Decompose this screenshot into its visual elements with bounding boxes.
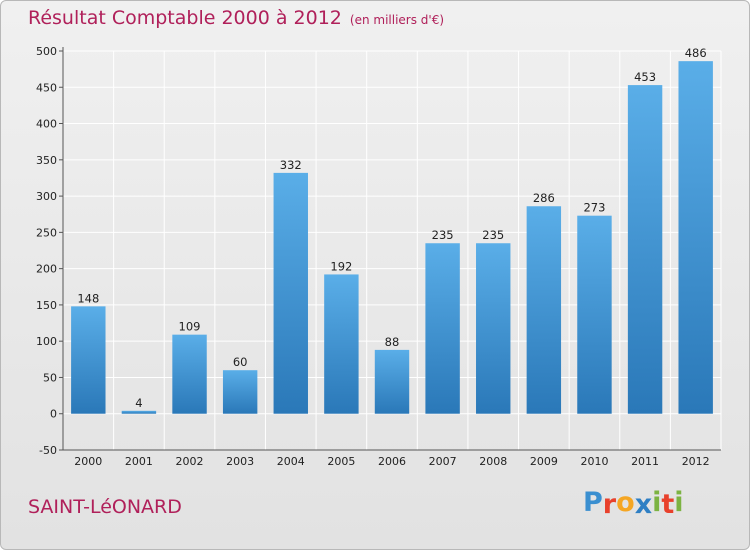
data-labels: 148 4 109 60 332 192 88 235 235 286 273 453 486 [77,46,706,410]
y-tick-label: 0 [50,408,57,421]
value-label-2007: 235 [432,228,454,242]
chart-subtitle: (en milliers d'€) [349,13,445,27]
y-tick-label: 250 [36,226,57,239]
proxiti-logo: Proxiti [583,487,684,520]
value-label-2008: 235 [482,228,504,242]
bar-2001 [121,410,157,414]
x-tick-label-2007: 2007 [429,455,457,468]
x-tick-label-2009: 2009 [530,455,558,468]
y-tick-label: 100 [36,335,57,348]
x-tick-label-2010: 2010 [580,455,608,468]
logo-letter: i [652,487,662,518]
chart-title-text: Résultat Comptable 2000 à 2012 [28,7,342,29]
bar-2007 [425,243,460,414]
bar-2009 [526,206,562,414]
bar-2010 [577,215,612,414]
bar-2002 [172,334,207,414]
y-tick-label: 50 [43,371,57,384]
y-tick-label: 300 [36,190,57,203]
x-tick-label-2011: 2011 [631,455,659,468]
x-tick-label-2008: 2008 [479,455,507,468]
chart-title: Résultat Comptable 2000 à 2012 (en millie… [28,7,444,29]
x-tick-label-2006: 2006 [378,455,406,468]
bar-2011 [627,85,663,414]
value-label-2002: 109 [179,320,201,334]
value-label-2009: 286 [533,191,555,205]
logo-letter: P [583,487,603,518]
bar-2000 [71,306,106,414]
value-label-2005: 192 [330,259,352,273]
logo-letter: i [674,487,684,518]
logo-letter: x [634,489,653,520]
commune-name: SAINT-LéONARD [28,496,182,518]
logo-letter: r [602,489,617,520]
value-label-2012: 486 [685,46,707,60]
y-tick-label: 450 [36,81,57,94]
logo-letter: t [661,489,675,520]
value-label-2001: 4 [135,396,142,410]
bar-2008 [476,243,511,414]
bar-2012 [678,61,713,414]
y-tick-label: 150 [36,299,57,312]
x-tick-label-2004: 2004 [277,455,305,468]
value-label-2006: 88 [385,335,400,349]
axes: -50 0 50 100 150 200 250 300 350 400 450 500 2000 200… [36,45,721,468]
y-tick-label: -50 [39,444,57,457]
bar-2005 [324,274,359,414]
bar-2003 [222,370,258,414]
x-tick-label-2003: 2003 [226,455,254,468]
value-label-2011: 453 [634,70,656,84]
x-tick-label-2005: 2005 [327,455,355,468]
x-tick-label-2012: 2012 [682,455,710,468]
logo-letter: o [616,487,635,518]
y-tick-label: 350 [36,154,57,167]
x-tick-label-2001: 2001 [125,455,153,468]
x-tick-label-2000: 2000 [74,455,102,468]
value-label-2004: 332 [280,158,302,172]
bar-2006 [374,349,410,414]
bar-2004 [273,172,308,414]
value-label-2003: 60 [233,355,248,369]
value-label-2000: 148 [77,291,99,305]
value-label-2010: 273 [583,201,605,215]
bars [71,61,713,414]
y-tick-label: 400 [36,118,57,131]
x-tick-label-2002: 2002 [176,455,204,468]
y-tick-label: 200 [36,263,57,276]
y-tick-label: 500 [36,45,57,58]
